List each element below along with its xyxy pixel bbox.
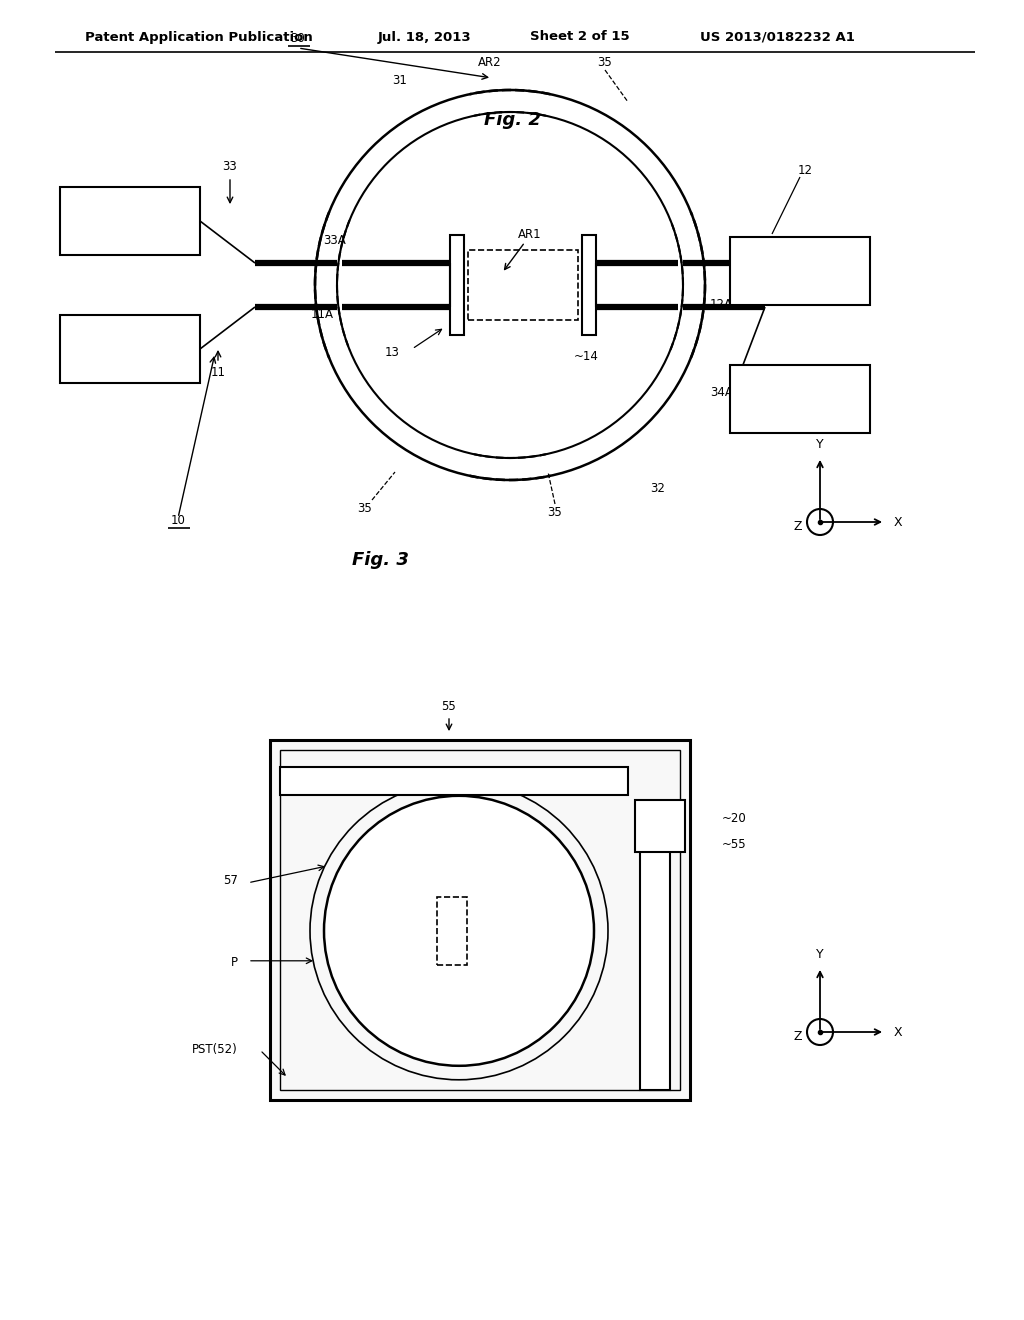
Bar bbox=[280, 767, 628, 795]
Text: 10: 10 bbox=[171, 513, 185, 527]
Text: ~20: ~20 bbox=[722, 812, 746, 825]
Text: SECOND
LIQUID
RECOVERY
SECTION: SECOND LIQUID RECOVERY SECTION bbox=[769, 376, 830, 421]
Text: Sheet 2 of 15: Sheet 2 of 15 bbox=[530, 30, 630, 44]
Text: 57: 57 bbox=[223, 874, 238, 887]
Text: P: P bbox=[231, 956, 238, 969]
Text: 12: 12 bbox=[798, 164, 812, 177]
Text: 13: 13 bbox=[385, 346, 399, 359]
Text: ~55: ~55 bbox=[722, 838, 746, 850]
Text: 35: 35 bbox=[548, 506, 562, 519]
Text: 11: 11 bbox=[211, 367, 225, 380]
Text: 34A: 34A bbox=[710, 387, 733, 400]
Bar bbox=[582, 235, 596, 335]
Text: 33A: 33A bbox=[324, 234, 346, 247]
Text: AR1: AR1 bbox=[518, 228, 542, 242]
Bar bbox=[280, 750, 680, 1090]
Bar bbox=[635, 800, 685, 851]
Text: US 2013/0182232 A1: US 2013/0182232 A1 bbox=[700, 30, 855, 44]
Text: 31: 31 bbox=[392, 74, 408, 87]
Bar bbox=[468, 249, 578, 319]
Text: ~14: ~14 bbox=[574, 351, 599, 363]
Text: AR2: AR2 bbox=[478, 55, 502, 69]
Bar bbox=[60, 315, 200, 383]
Text: FIRST
LIQUID
RECOVERY
SECTION: FIRST LIQUID RECOVERY SECTION bbox=[99, 198, 161, 243]
Text: 35: 35 bbox=[598, 55, 612, 69]
Text: X: X bbox=[894, 1026, 902, 1039]
Text: 12A: 12A bbox=[710, 298, 733, 312]
Text: Z: Z bbox=[794, 1031, 802, 1044]
Text: Patent Application Publication: Patent Application Publication bbox=[85, 30, 312, 44]
Text: FIRST
LIQUID
SUPPLY
SECTION: FIRST LIQUID SUPPLY SECTION bbox=[104, 326, 156, 371]
Bar bbox=[270, 741, 690, 1100]
Text: 32: 32 bbox=[650, 482, 666, 495]
Text: 35: 35 bbox=[357, 502, 373, 515]
Text: PST(52): PST(52) bbox=[193, 1044, 238, 1056]
Text: 30: 30 bbox=[291, 32, 305, 45]
Text: Jul. 18, 2013: Jul. 18, 2013 bbox=[378, 30, 472, 44]
Text: AR1: AR1 bbox=[503, 924, 526, 937]
Text: Fig. 2: Fig. 2 bbox=[483, 111, 541, 129]
Bar bbox=[450, 235, 464, 335]
Text: SECOND
LIQUID
SUPPLY
SECTION: SECOND LIQUID SUPPLY SECTION bbox=[774, 248, 825, 293]
Bar bbox=[437, 896, 467, 965]
Text: Z: Z bbox=[794, 520, 802, 533]
Text: 33: 33 bbox=[222, 161, 238, 173]
Text: Y: Y bbox=[816, 437, 824, 450]
Text: X: X bbox=[894, 516, 902, 528]
Text: Fig. 3: Fig. 3 bbox=[351, 550, 409, 569]
Text: 55: 55 bbox=[441, 700, 457, 713]
Bar bbox=[730, 366, 870, 433]
Text: Y: Y bbox=[816, 948, 824, 961]
Bar bbox=[730, 238, 870, 305]
Text: 11A: 11A bbox=[310, 309, 334, 322]
Bar bbox=[60, 187, 200, 255]
Bar bbox=[640, 805, 670, 1090]
Circle shape bbox=[324, 796, 594, 1065]
